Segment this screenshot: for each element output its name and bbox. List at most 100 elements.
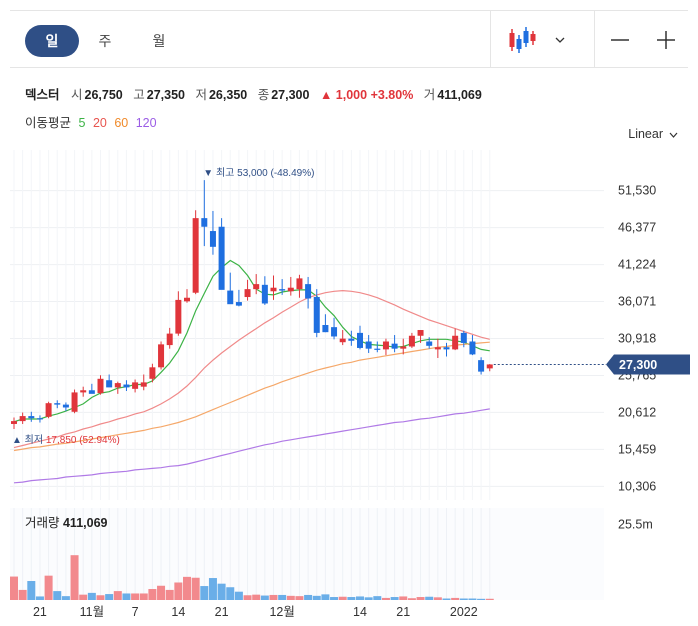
- candle: [478, 357, 485, 375]
- candle: [184, 289, 190, 303]
- candle: [97, 375, 104, 395]
- candle-body: [140, 382, 147, 387]
- zoom-in-button[interactable]: [654, 25, 678, 55]
- volume-bar: [139, 593, 148, 600]
- volume-bar: [183, 576, 191, 600]
- candle-body: [244, 289, 251, 298]
- candle-body: [460, 332, 467, 343]
- candle: [417, 330, 424, 343]
- tab-month[interactable]: 월: [152, 33, 166, 49]
- chevron-down-icon: [669, 127, 678, 141]
- volume-bar: [347, 597, 356, 600]
- candle-body: [426, 341, 433, 346]
- candle: [45, 401, 52, 419]
- candle: [331, 317, 338, 340]
- volume-bar: [35, 596, 44, 600]
- candle-body: [374, 348, 381, 350]
- volume-bar: [122, 593, 131, 600]
- volume-bars: [10, 555, 494, 600]
- ma5-line: [13, 259, 490, 423]
- candle: [270, 275, 277, 300]
- candle: [175, 291, 182, 336]
- candle-body: [443, 347, 450, 350]
- candle: [80, 386, 87, 397]
- candle: [460, 330, 467, 348]
- volume-bar: [459, 598, 468, 600]
- candlestick-icon: [509, 27, 565, 53]
- x-tick-label: 7: [132, 605, 139, 619]
- zoom-out-button[interactable]: [608, 25, 632, 55]
- ma-legend-label: 이동평균: [25, 116, 72, 130]
- x-axis: 21 11월 7 14 21 12월 14 21 2022: [33, 605, 478, 619]
- candle-body: [149, 367, 156, 379]
- ma5-label: 5: [78, 116, 86, 130]
- candle-body: [253, 284, 260, 290]
- candle: [365, 335, 372, 353]
- candle-body: [486, 364, 493, 369]
- candle-body: [11, 421, 17, 424]
- volume-bar: [105, 594, 114, 600]
- candle: [261, 276, 268, 305]
- tab-day[interactable]: 일: [25, 25, 79, 57]
- open-label: 시: [71, 88, 83, 102]
- volume-bar: [226, 587, 235, 600]
- chart-type-button[interactable]: [506, 25, 574, 55]
- candle-body: [201, 218, 208, 227]
- tab-week[interactable]: 주: [98, 33, 112, 49]
- volume-bar: [321, 594, 330, 600]
- candle-body: [192, 218, 199, 293]
- ma20-label: 20: [92, 116, 107, 130]
- x-tick-label: 14: [353, 605, 367, 619]
- candle: [88, 383, 95, 394]
- candle-body: [62, 404, 69, 408]
- candle-body: [400, 346, 407, 349]
- volume-bar: [338, 596, 347, 600]
- candle: [486, 364, 493, 372]
- candle: [244, 279, 251, 301]
- volume-legend-label: 거래량: [25, 516, 63, 530]
- ma60-label: 60: [114, 116, 129, 130]
- candle: [123, 380, 130, 391]
- volume-bar: [451, 597, 460, 600]
- candle: [227, 272, 234, 305]
- candle-body: [235, 302, 242, 306]
- candle: [114, 381, 121, 394]
- candle-body: [97, 378, 104, 394]
- candle-body: [209, 231, 216, 247]
- candle-body: [71, 392, 78, 412]
- candle: [19, 412, 26, 424]
- scale-label: Linear: [628, 127, 663, 141]
- volume-bar: [381, 597, 390, 600]
- volume-bar: [10, 576, 18, 600]
- scale-dropdown[interactable]: Linear: [628, 127, 678, 141]
- volume-bar: [113, 591, 122, 600]
- volume-bar: [278, 594, 287, 600]
- chart-toolbar: 일 주 월: [10, 10, 688, 68]
- candle: [305, 276, 312, 309]
- y-tick-label: 46,377: [618, 221, 656, 235]
- candle-body: [36, 418, 43, 420]
- y-tick-label: 41,224: [618, 258, 656, 272]
- volume-bar: [425, 596, 434, 600]
- candle-body: [469, 341, 476, 355]
- current-price-marker: 27,300: [493, 354, 690, 375]
- toolbar-divider: [490, 11, 491, 67]
- candle-body: [279, 289, 286, 291]
- candle-body: [408, 335, 415, 347]
- volume-bar: [390, 597, 399, 600]
- y-tick-label: 20,612: [618, 405, 656, 419]
- volume-bar: [399, 596, 408, 600]
- toolbar-divider: [594, 11, 595, 67]
- y-tick-label: 30,918: [618, 331, 656, 345]
- candle-body: [218, 226, 225, 290]
- volume-bar: [148, 589, 157, 600]
- volume-bar: [468, 598, 477, 600]
- candle-body: [391, 343, 398, 349]
- candle-body: [132, 382, 139, 389]
- high-value: 27,350: [146, 88, 185, 102]
- change-percent: +3.80%: [370, 88, 414, 102]
- volume-bar: [312, 595, 321, 600]
- volume-bar: [295, 596, 304, 600]
- candle-body: [478, 360, 485, 372]
